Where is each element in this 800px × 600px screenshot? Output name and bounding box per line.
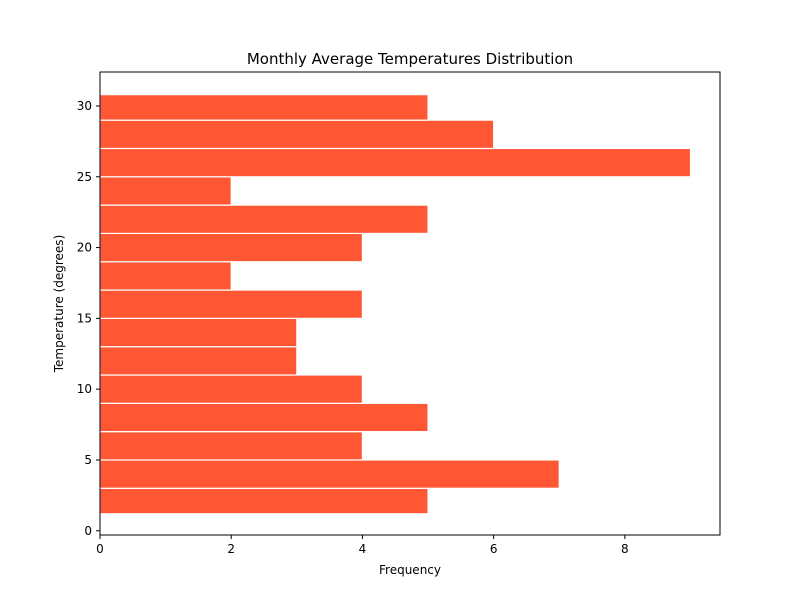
histogram-bar-6 (99, 346, 298, 376)
histogram-bar-11 (99, 204, 429, 235)
histogram-bar-13 (99, 147, 692, 178)
x-tick-label: 0 (96, 542, 104, 556)
histogram-bar-8 (99, 289, 364, 319)
x-tick-label: 8 (621, 542, 629, 556)
y-tick-label: 25 (77, 170, 92, 184)
axis-ticks: 0 2 4 6 8 0 5 10 15 20 25 30 (77, 99, 629, 556)
histogram-bar-5 (99, 374, 364, 404)
histogram-bar-7 (99, 317, 298, 348)
y-tick-label: 5 (84, 453, 92, 467)
x-tick-label: 2 (227, 542, 235, 556)
y-tick-label: 0 (84, 524, 92, 538)
x-tick-label: 4 (359, 542, 367, 556)
y-tick-label: 30 (77, 99, 92, 113)
histogram-bar-14 (99, 119, 495, 150)
histogram-bar-15 (99, 94, 429, 121)
y-axis-label: Temperature (degrees) (52, 235, 66, 374)
y-tick-label: 20 (77, 241, 92, 255)
x-tick-label: 6 (490, 542, 498, 556)
histogram-bar-3 (99, 431, 364, 461)
y-tick-label: 15 (77, 311, 92, 325)
histogram-bar-10 (99, 232, 364, 263)
x-axis-label: Frequency (379, 563, 441, 577)
histogram-bar-12 (99, 176, 232, 206)
histogram-bar-9 (99, 261, 232, 291)
plot-area-frame (99, 71, 721, 536)
histogram-bar-1 (99, 487, 429, 515)
histogram-bar-2 (99, 459, 560, 489)
bars-layer (99, 94, 692, 515)
chart-title: Monthly Average Temperatures Distributio… (247, 50, 573, 68)
histogram-bar-4 (99, 402, 429, 433)
y-tick-label: 10 (77, 382, 92, 396)
